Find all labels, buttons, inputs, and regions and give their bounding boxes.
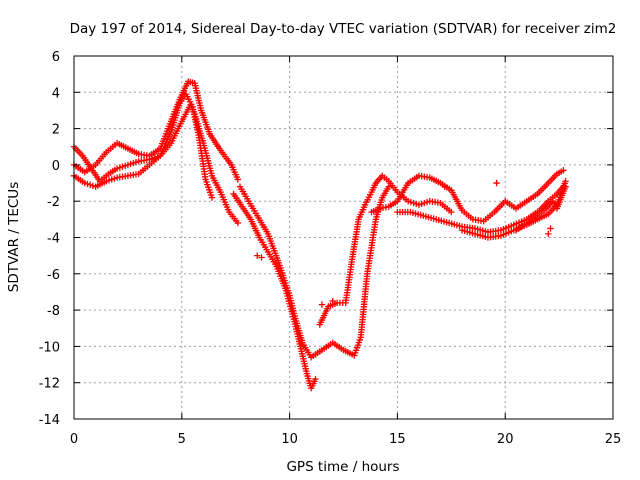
y-tick-label: 0 <box>52 159 60 174</box>
data-point <box>562 183 569 190</box>
data-point <box>562 178 569 185</box>
y-tick-label: 4 <box>52 86 60 101</box>
data-marks <box>70 78 569 392</box>
x-axis-label: GPS time / hours <box>286 459 399 475</box>
data-point <box>234 176 242 183</box>
y-tick-label: -8 <box>47 304 60 319</box>
data-point <box>385 183 392 190</box>
grid <box>74 56 613 419</box>
series-isolated-1 <box>254 179 554 308</box>
axis-ticks <box>73 55 614 420</box>
series-track-f <box>316 172 455 328</box>
y-tick-label: -2 <box>47 195 60 210</box>
x-tick-label: 0 <box>70 432 78 447</box>
x-tick-label: 10 <box>281 432 298 447</box>
y-axis-label: SDTVAR / TECUs <box>6 182 22 292</box>
data-point <box>448 208 455 216</box>
data-point <box>329 297 336 305</box>
y-tick-label: -6 <box>47 268 60 283</box>
data-point <box>258 254 265 261</box>
series-track-c <box>70 78 242 183</box>
x-tick-label: 20 <box>497 432 514 447</box>
series-track-g <box>368 167 567 225</box>
data-point <box>560 167 567 174</box>
x-tick-label: 25 <box>605 432 622 447</box>
chart-title: Day 197 of 2014, Sidereal Day-to-day VTE… <box>70 21 617 37</box>
series-track-h <box>394 183 567 236</box>
data-point <box>234 219 242 227</box>
x-tick-label: 15 <box>389 432 406 447</box>
series-track-b <box>70 101 242 227</box>
data-point <box>208 194 216 201</box>
data-point <box>545 230 552 238</box>
series-track-e <box>236 183 392 361</box>
data-point <box>547 225 554 232</box>
x-tick-label: 5 <box>178 432 186 447</box>
data-point <box>318 301 326 308</box>
y-tick-labels: -14 -12 -10 -8 -6 -4 -2 0 2 4 6 <box>39 50 60 428</box>
y-tick-label: -4 <box>47 232 60 247</box>
y-tick-label: 2 <box>52 123 60 138</box>
data-point <box>254 252 261 259</box>
data-point <box>441 183 449 190</box>
y-tick-label: -12 <box>39 377 60 392</box>
y-tick-label: -14 <box>39 413 60 428</box>
data-point <box>312 375 319 383</box>
x-tick-labels: 0 5 10 15 20 25 <box>70 432 621 447</box>
y-tick-label: 6 <box>52 50 60 65</box>
series-track-j <box>512 183 569 234</box>
data-point <box>493 179 500 187</box>
y-tick-label: -10 <box>39 340 60 355</box>
series-track-d <box>230 190 319 392</box>
